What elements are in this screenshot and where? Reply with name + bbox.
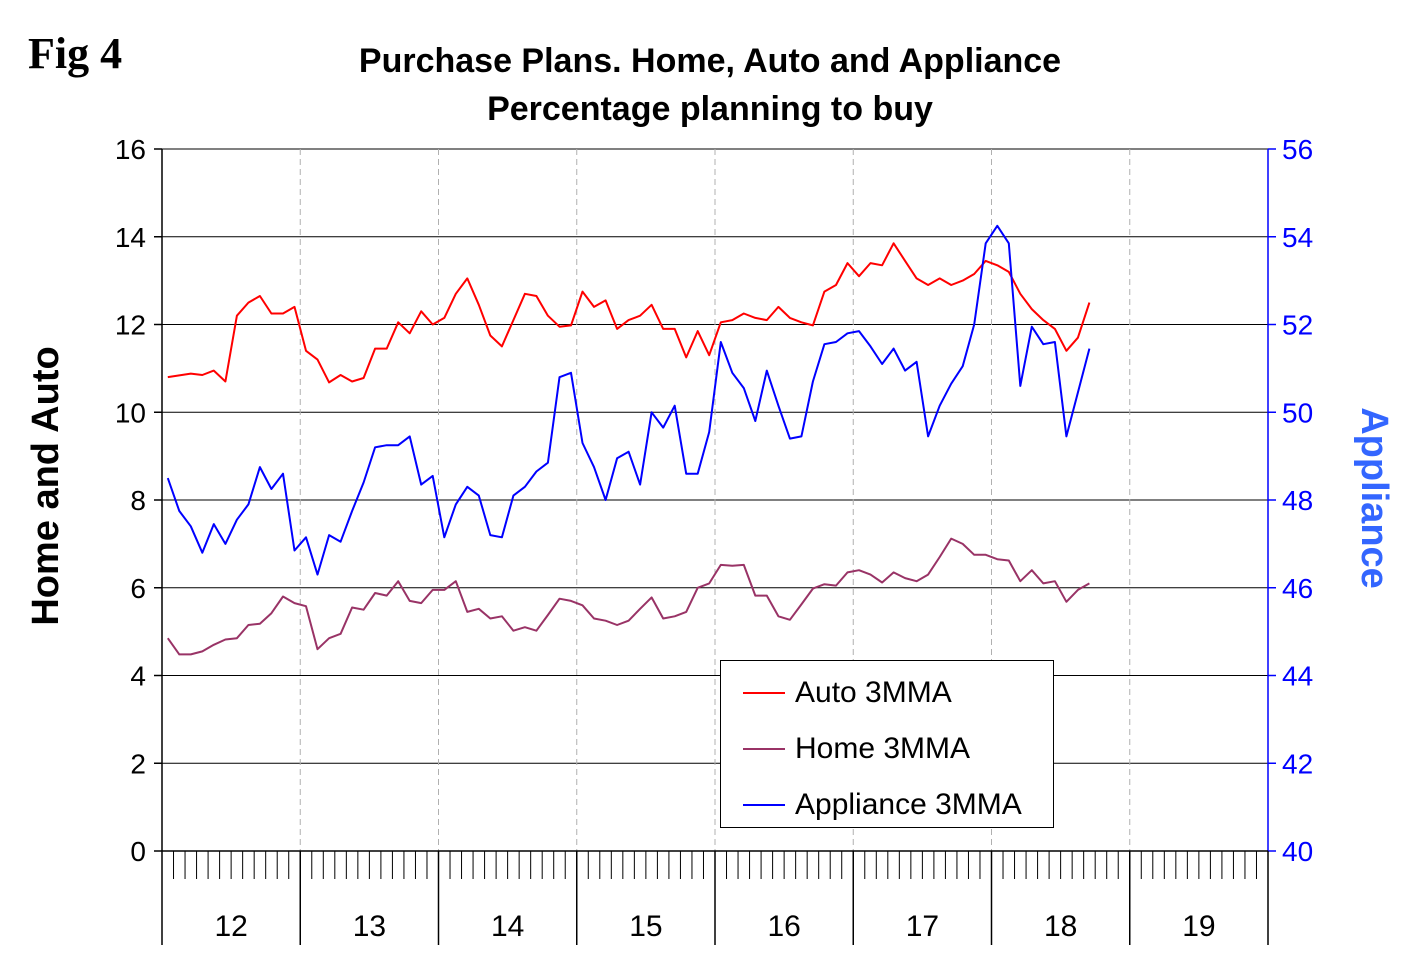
- grid-layer: [162, 148, 1268, 851]
- legend-swatch-auto: [743, 692, 785, 694]
- legend-swatch-appliance: [743, 804, 785, 806]
- legend-item-auto: Auto 3MMA: [743, 673, 952, 713]
- y-tick-label-right: 52: [1282, 310, 1313, 341]
- y-tick-label-right: 40: [1282, 836, 1313, 867]
- x-tick-label: 14: [491, 910, 524, 943]
- y-tick-label-right: 42: [1282, 748, 1313, 779]
- y-tick-label-left: 4: [130, 661, 146, 692]
- y-axis-title-left: Home and Auto: [25, 346, 67, 625]
- series-appliance-3mma: [166, 224, 1091, 576]
- y-tick-label-left: 2: [130, 748, 146, 779]
- x-tick-label: 18: [1044, 910, 1077, 943]
- y-tick-label-left: 10: [115, 397, 146, 428]
- y-tick-label-right: 44: [1282, 661, 1313, 692]
- legend-item-appliance: Appliance 3MMA: [743, 785, 1022, 825]
- series-layer: [166, 224, 1091, 656]
- legend-label-home: Home 3MMA: [795, 732, 971, 765]
- y-tick-label-left: 16: [115, 134, 146, 165]
- series-home-3mma: [166, 537, 1090, 656]
- x-tick-label: 12: [214, 910, 247, 943]
- y-tick-label-left: 14: [115, 222, 146, 253]
- x-tick-label: 16: [767, 910, 800, 943]
- x-tick-label: 17: [906, 910, 939, 943]
- chart-subtitle: Percentage planning to buy: [487, 90, 933, 128]
- y-tick-label-right: 50: [1282, 397, 1313, 428]
- y-tick-label-right: 54: [1282, 222, 1313, 253]
- legend: Auto 3MMA Home 3MMA Appliance 3MMA: [720, 660, 1054, 828]
- axes-layer: [154, 148, 1276, 945]
- x-tick-label: 15: [629, 910, 662, 943]
- legend-label-appliance: Appliance 3MMA: [795, 788, 1022, 821]
- legend-label-auto: Auto 3MMA: [795, 676, 952, 709]
- y-tick-label-left: 8: [130, 485, 146, 516]
- y-tick-label-right: 48: [1282, 485, 1313, 516]
- y-tick-label-right: 56: [1282, 134, 1313, 165]
- figure-label: Fig 4: [28, 29, 123, 78]
- y-axis-title-right: Appliance: [1353, 407, 1395, 589]
- x-tick-label: 13: [353, 910, 386, 943]
- legend-swatch-home: [743, 748, 785, 750]
- y-tick-label-left: 12: [115, 310, 146, 341]
- y-tick-label-left: 0: [130, 836, 146, 867]
- y-tick-label-right: 46: [1282, 573, 1313, 604]
- chart-title: Purchase Plans. Home, Auto and Appliance: [358, 42, 1062, 80]
- series-auto-3mma: [167, 242, 1091, 384]
- y-tick-label-left: 6: [130, 573, 146, 604]
- x-tick-label: 19: [1182, 910, 1215, 943]
- legend-item-home: Home 3MMA: [743, 729, 970, 769]
